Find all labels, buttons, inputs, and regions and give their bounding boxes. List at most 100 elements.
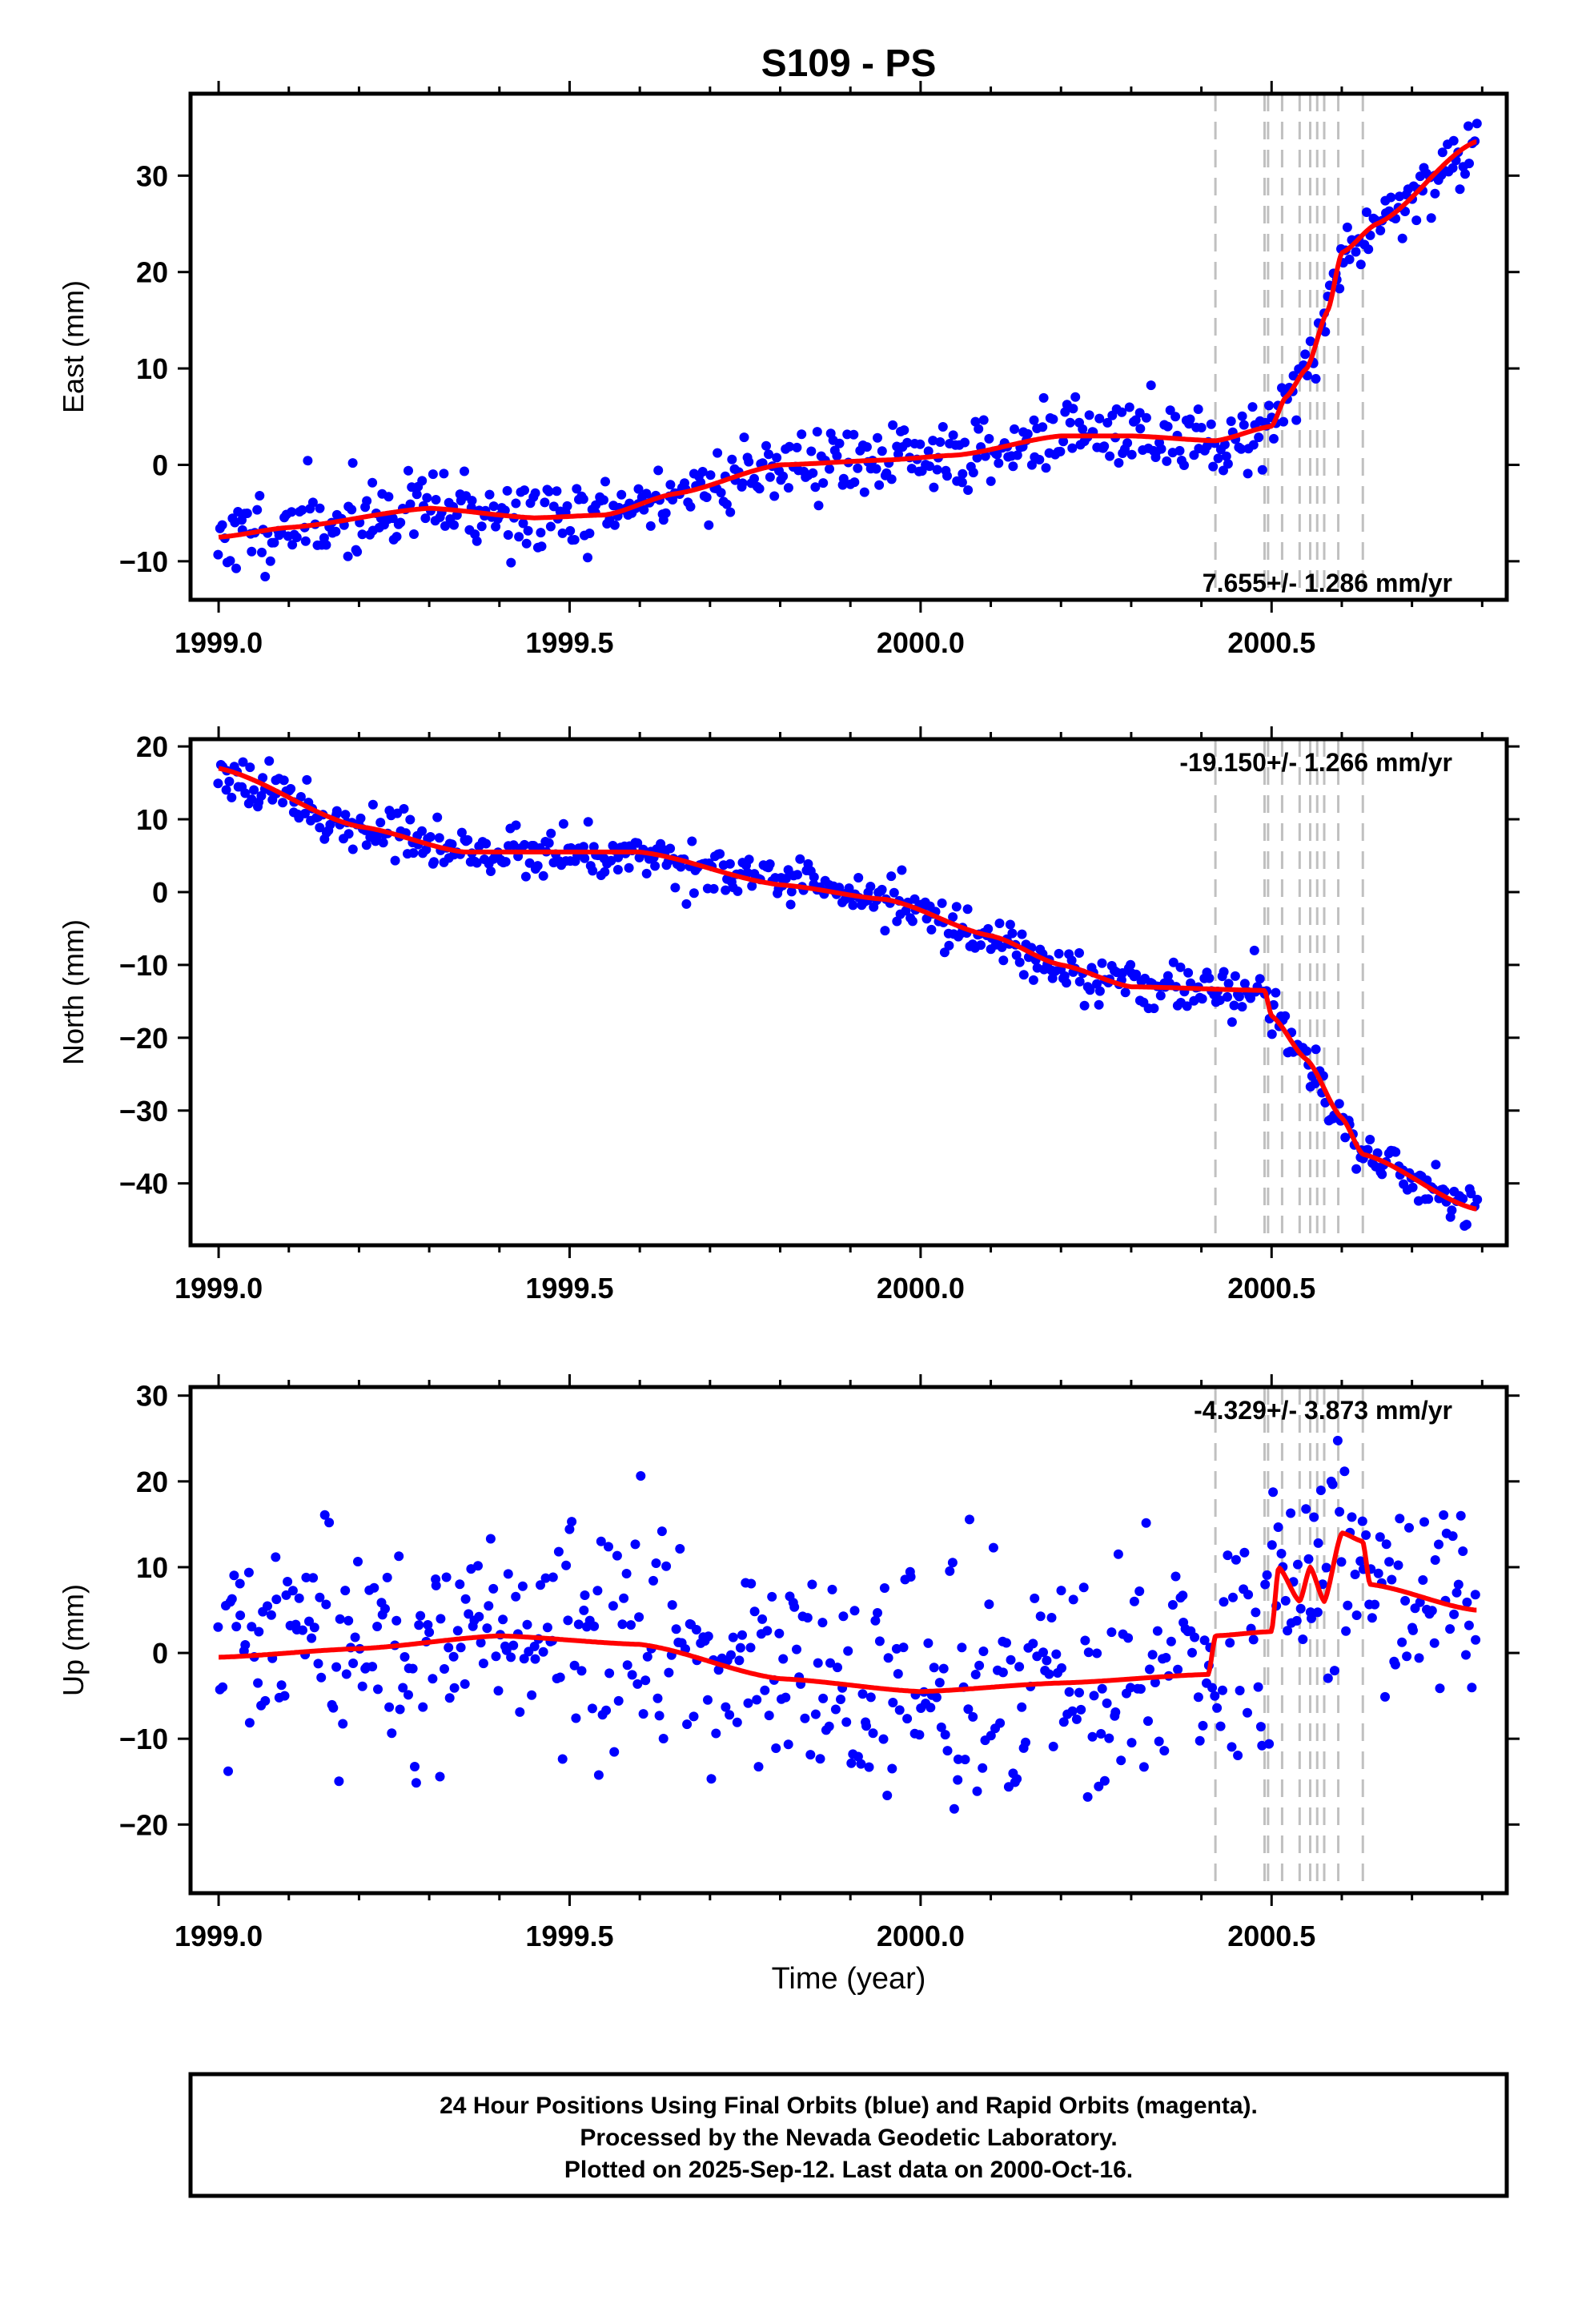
data-point	[352, 547, 363, 557]
data-point	[848, 900, 858, 911]
x-tick-label: 1999.5	[525, 1272, 613, 1305]
data-point	[271, 1552, 281, 1562]
data-point	[1030, 1593, 1040, 1603]
data-point	[870, 1615, 881, 1626]
data-point	[953, 1775, 963, 1785]
data-point	[1219, 1597, 1229, 1607]
y-tick-label: −10	[119, 545, 168, 578]
data-point	[937, 898, 947, 908]
data-point	[573, 1619, 584, 1630]
data-point	[474, 1611, 484, 1622]
data-point	[704, 520, 714, 530]
data-point	[501, 1645, 512, 1655]
data-point	[914, 1730, 925, 1740]
data-point	[517, 1581, 528, 1591]
data-point	[227, 792, 237, 802]
data-point	[1199, 1635, 1210, 1646]
data-point	[734, 1655, 745, 1666]
data-point	[929, 482, 939, 493]
data-point	[1008, 461, 1018, 472]
data-point	[1467, 1683, 1477, 1693]
data-point	[302, 774, 312, 785]
data-point	[231, 1622, 242, 1632]
data-point	[331, 806, 342, 816]
data-point	[355, 813, 366, 823]
y-tick-label: 0	[152, 876, 168, 909]
data-point	[493, 1686, 504, 1696]
plot-frame	[188, 91, 1509, 602]
data-point	[578, 494, 588, 505]
data-point	[1166, 1636, 1176, 1647]
data-point	[792, 1644, 801, 1655]
data-point	[527, 1690, 537, 1700]
data-point	[1363, 1144, 1373, 1155]
data-point	[1334, 1099, 1344, 1109]
data-point	[781, 874, 791, 883]
data-point	[802, 1613, 813, 1623]
data-point	[783, 1739, 793, 1750]
data-point	[1124, 402, 1134, 412]
data-point	[976, 940, 986, 951]
data-point	[749, 1606, 760, 1617]
data-point	[1311, 374, 1321, 384]
data-point	[1260, 1579, 1271, 1590]
data-point	[1269, 433, 1279, 444]
data-point	[1370, 1599, 1380, 1610]
data-point	[1126, 959, 1136, 970]
data-point	[1022, 428, 1033, 439]
data-point	[786, 887, 797, 897]
data-point	[1464, 121, 1473, 131]
data-point	[343, 829, 354, 839]
data-point	[1047, 973, 1058, 983]
data-point	[456, 827, 467, 838]
data-point	[1014, 957, 1025, 967]
data-point	[1235, 1686, 1245, 1695]
data-point	[1458, 1546, 1468, 1556]
plot-area	[213, 94, 1482, 600]
data-point	[423, 1620, 433, 1630]
data-point	[1452, 1587, 1462, 1598]
data-point	[978, 1763, 988, 1773]
data-point	[944, 940, 954, 951]
data-point	[728, 1632, 738, 1642]
data-point	[235, 1610, 246, 1621]
data-point	[809, 872, 819, 883]
data-point	[444, 1693, 455, 1703]
plot-area	[213, 1387, 1481, 1893]
data-point	[1430, 188, 1440, 199]
data-point	[361, 840, 371, 850]
data-point	[1146, 380, 1156, 391]
data-point	[1079, 1000, 1090, 1011]
data-point	[1038, 422, 1048, 432]
data-point	[880, 926, 890, 936]
data-point	[825, 1658, 835, 1668]
data-point	[727, 454, 737, 464]
data-point	[1373, 1568, 1383, 1578]
data-point	[995, 1718, 1006, 1728]
data-point	[544, 486, 554, 497]
data-point	[703, 1631, 713, 1642]
data-point	[1248, 1634, 1259, 1645]
data-point	[849, 477, 860, 488]
data-point	[706, 1774, 717, 1784]
data-point	[1227, 1017, 1237, 1027]
data-point	[978, 415, 989, 425]
data-point	[428, 469, 438, 480]
data-point	[561, 1560, 572, 1570]
data-point	[523, 525, 533, 536]
data-point	[478, 1659, 488, 1669]
data-point	[1448, 135, 1459, 146]
data-point	[1219, 440, 1230, 450]
data-point	[838, 1611, 849, 1622]
data-point	[1060, 407, 1070, 417]
data-point	[874, 1636, 885, 1647]
data-point	[978, 1647, 989, 1656]
data-point	[760, 1685, 770, 1695]
data-point	[263, 1601, 272, 1611]
data-point	[221, 785, 231, 795]
data-point	[231, 563, 241, 573]
data-point	[1182, 1001, 1192, 1011]
data-point	[390, 855, 400, 866]
data-point	[584, 529, 595, 538]
data-point	[245, 762, 255, 773]
